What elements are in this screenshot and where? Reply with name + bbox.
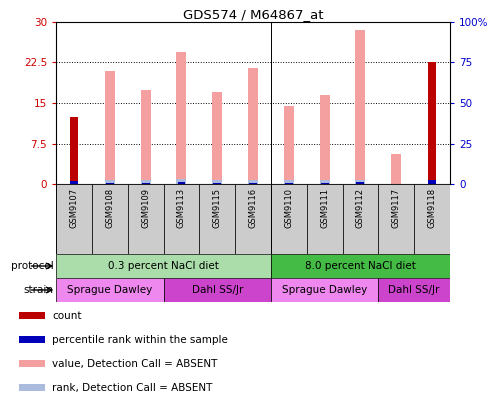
Bar [70,116,78,184]
Bar [355,180,365,184]
Bar [319,180,329,184]
Bar [163,184,199,254]
Bar [56,184,92,254]
Text: rank, Detection Call = ABSENT: rank, Detection Call = ABSENT [52,383,212,392]
Bar [355,30,365,184]
Text: protocol: protocol [11,261,54,271]
Bar [270,254,449,278]
Bar [378,184,413,254]
Bar [427,180,435,184]
Bar [247,68,258,184]
Bar [356,183,364,184]
Text: Sprague Dawley: Sprague Dawley [67,285,152,295]
Bar [212,92,222,184]
Bar [199,184,235,254]
Text: Dahl SS/Jr: Dahl SS/Jr [387,285,439,295]
Bar [270,184,306,254]
Bar [105,180,115,184]
Bar [390,154,400,184]
Text: 0.3 percent NaCl diet: 0.3 percent NaCl diet [108,261,219,271]
Title: GDS574 / M64867_at: GDS574 / M64867_at [183,8,323,21]
Bar [141,89,150,184]
Bar [176,179,186,184]
Bar [306,184,342,254]
Text: GSM9110: GSM9110 [284,187,293,227]
Bar [92,184,127,254]
Text: Dahl SS/Jr: Dahl SS/Jr [191,285,243,295]
Bar [141,180,150,184]
Bar [247,180,258,184]
Bar [270,278,378,302]
Text: percentile rank within the sample: percentile rank within the sample [52,335,227,345]
Bar [213,183,221,184]
Text: GSM9108: GSM9108 [105,187,114,228]
Bar [413,184,449,254]
Bar [319,95,329,184]
Bar [427,63,435,184]
Bar [342,184,378,254]
Text: GSM9111: GSM9111 [320,187,328,227]
Bar [176,52,186,184]
Bar [106,183,114,184]
Bar [19,360,45,367]
Bar [19,312,45,319]
Text: GSM9113: GSM9113 [177,187,185,228]
Text: GSM9115: GSM9115 [212,187,222,227]
Bar [285,183,292,184]
Bar [105,70,115,184]
Text: GSM9107: GSM9107 [69,187,79,228]
Text: GSM9117: GSM9117 [391,187,400,228]
Bar [19,384,45,391]
Bar [212,180,222,184]
Text: strain: strain [24,285,54,295]
Bar [248,183,257,184]
Bar [378,278,449,302]
Bar [127,184,163,254]
Bar [56,254,270,278]
Text: 8.0 percent NaCl diet: 8.0 percent NaCl diet [305,261,415,271]
Bar [56,278,163,302]
Bar [177,182,185,184]
Bar [235,184,270,254]
Text: count: count [52,310,81,320]
Text: GSM9109: GSM9109 [141,187,150,227]
Bar [163,278,270,302]
Bar [283,180,293,184]
Text: GSM9112: GSM9112 [355,187,364,227]
Text: value, Detection Call = ABSENT: value, Detection Call = ABSENT [52,358,217,369]
Bar [142,183,149,184]
Bar [70,181,78,184]
Bar [19,336,45,343]
Bar [283,106,293,184]
Text: GSM9118: GSM9118 [427,187,436,228]
Text: GSM9116: GSM9116 [248,187,257,228]
Text: Sprague Dawley: Sprague Dawley [282,285,366,295]
Bar [320,183,328,184]
